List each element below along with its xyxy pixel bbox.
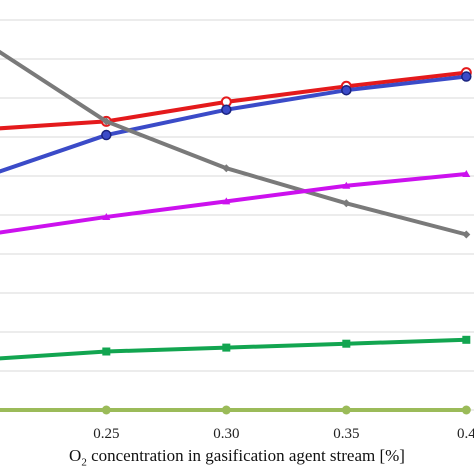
series-1 [0, 67, 472, 131]
data-point [461, 71, 472, 82]
series-5-line [0, 337, 467, 361]
data-point [102, 212, 111, 220]
series-6 [0, 405, 471, 415]
series-4 [0, 170, 471, 235]
data-point [221, 104, 232, 115]
x-tick-label: 0.35 [333, 426, 359, 442]
data-point [101, 129, 112, 141]
data-point [461, 405, 471, 415]
gridlines [0, 19, 474, 411]
data-point [222, 343, 231, 352]
series-2 [0, 71, 472, 174]
data-point [222, 164, 231, 173]
data-point [342, 339, 351, 348]
x-tick-label: 0.30 [213, 426, 239, 442]
x-axis-label: O2 concentration in gasification agent s… [69, 446, 405, 469]
data-point [102, 347, 111, 356]
data-point [341, 84, 352, 96]
data-point [222, 197, 231, 205]
data-point [342, 181, 351, 189]
x-tick-labels: 0.25 0.30 0.35 0.4 [93, 426, 474, 442]
series-5 [0, 335, 471, 361]
x-tick-label: 0.4 [457, 426, 474, 442]
series-3 [0, 49, 471, 239]
series-3-line [0, 49, 467, 237]
series-group [0, 49, 472, 415]
data-point [102, 117, 111, 126]
data-point [462, 335, 471, 344]
data-point [462, 170, 471, 178]
data-point [342, 199, 351, 208]
data-point [101, 405, 111, 415]
series-2-line [0, 74, 467, 174]
data-point [221, 405, 231, 415]
series-1-line [0, 70, 467, 131]
data-point [341, 405, 351, 415]
x-tick-label: 0.25 [93, 426, 119, 442]
data-point [462, 230, 471, 239]
series-4-line [0, 172, 467, 235]
